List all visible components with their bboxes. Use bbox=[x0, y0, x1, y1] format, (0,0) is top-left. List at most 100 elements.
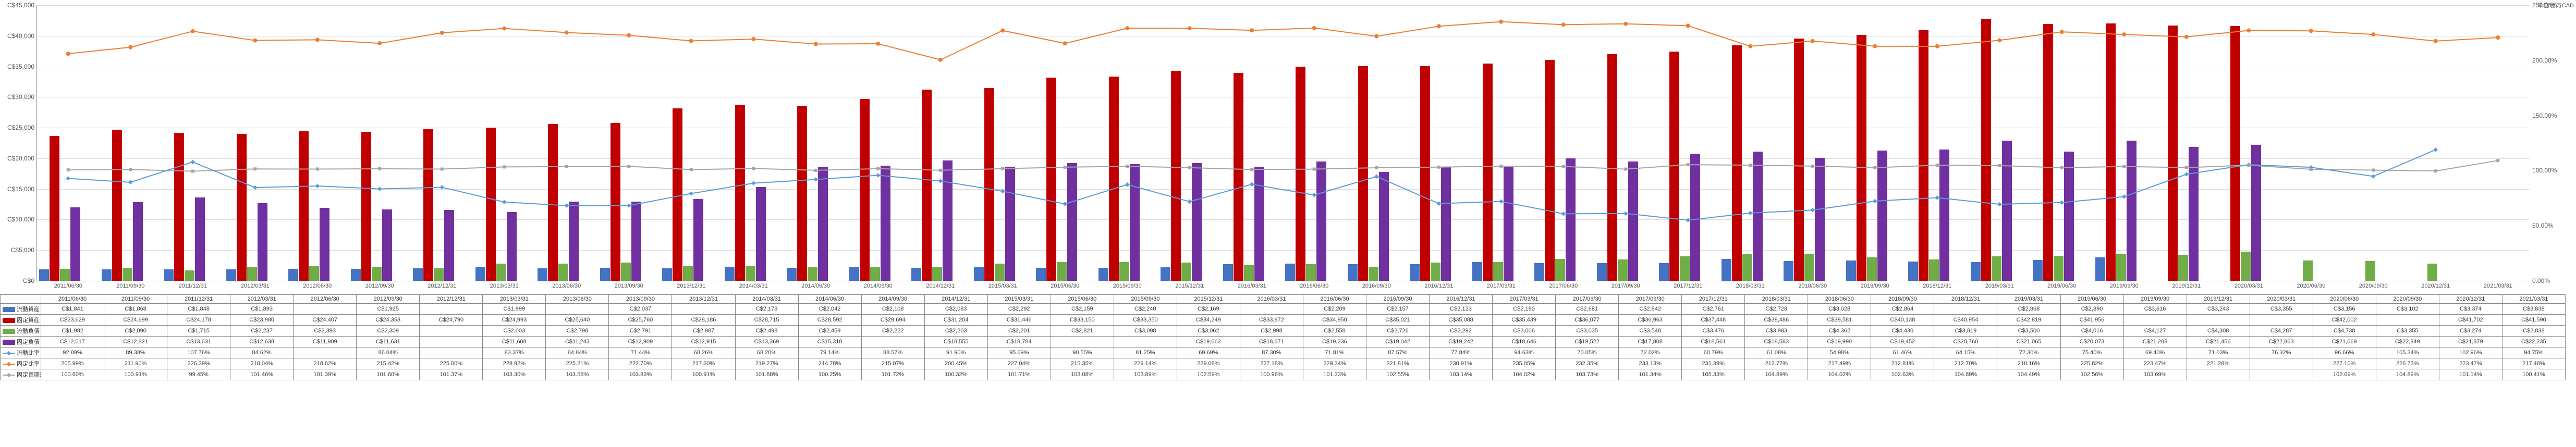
marker-流動比率 bbox=[814, 177, 818, 181]
table-cell: 230.91% bbox=[1430, 358, 1493, 369]
marker-固定比率 bbox=[502, 27, 506, 31]
marker-固定長期適合比率 bbox=[876, 167, 880, 170]
table-cell: C$15,318 bbox=[798, 337, 861, 347]
marker-流動比率 bbox=[1499, 199, 1503, 203]
marker-固定長期適合比率 bbox=[1873, 166, 1876, 169]
table-cell: C$3,374 bbox=[2439, 304, 2502, 315]
table-col-header: 2016/12/31 bbox=[1430, 295, 1493, 304]
table-cell: 100.41% bbox=[2502, 369, 2565, 380]
table-cell: 102.69% bbox=[2313, 369, 2376, 380]
marker-固定長期適合比率 bbox=[67, 168, 70, 171]
marker-流動比率 bbox=[1374, 175, 1378, 179]
table-cell bbox=[420, 304, 483, 315]
x-tick-label: 2019/09/30 bbox=[2110, 281, 2139, 289]
table-cell: C$21,069 bbox=[2313, 337, 2376, 347]
table-cell: 233.13% bbox=[1619, 358, 1682, 369]
table-cell bbox=[2187, 315, 2250, 326]
table-col-header: 2016/06/30 bbox=[1303, 295, 1366, 304]
table-cell: C$2,203 bbox=[924, 326, 987, 337]
table-cell: C$3,838 bbox=[2502, 304, 2565, 315]
table-cell: 81.25% bbox=[1114, 347, 1177, 358]
table-col-header: 2019/06/30 bbox=[2060, 295, 2123, 304]
table-cell: C$20,760 bbox=[1934, 337, 1997, 347]
table-cell: C$3,548 bbox=[1619, 326, 1682, 337]
marker-固定比率 bbox=[1250, 28, 1254, 32]
table-cell: 101.72% bbox=[861, 369, 924, 380]
table-cell: 88.57% bbox=[861, 347, 924, 358]
table-cell: C$2,190 bbox=[1493, 304, 1556, 315]
table-col-header: 2013/09/30 bbox=[609, 295, 672, 304]
table-col-header: 2012/09/30 bbox=[357, 295, 420, 304]
table-cell: 102.56% bbox=[2060, 369, 2123, 380]
table-col-header: 2018/09/30 bbox=[1871, 295, 1934, 304]
table-cell: C$19,242 bbox=[1430, 337, 1493, 347]
table-cell: 90.55% bbox=[1051, 347, 1114, 358]
marker-固定比率 bbox=[2434, 39, 2438, 43]
table-cell: 102.63% bbox=[1871, 369, 1934, 380]
table-col-header: 2013/06/30 bbox=[546, 295, 609, 304]
table-cell: 68.20% bbox=[735, 347, 798, 358]
table-cell: 215.35% bbox=[1051, 358, 1114, 369]
table-cell: C$34,249 bbox=[1177, 315, 1240, 326]
table-cell: C$18,561 bbox=[1682, 337, 1745, 347]
table-cell: C$2,890 bbox=[2060, 304, 2123, 315]
table-col-header: 2015/12/31 bbox=[1177, 295, 1240, 304]
table-cell: 70.05% bbox=[1556, 347, 1619, 358]
table-cell: 77.84% bbox=[1430, 347, 1493, 358]
marker-固定長期適合比率 bbox=[939, 169, 942, 172]
marker-固定長期適合比率 bbox=[565, 165, 568, 168]
marker-固定長期適合比率 bbox=[503, 165, 506, 168]
table-cell: 226.39% bbox=[167, 358, 230, 369]
table-cell: C$28,715 bbox=[735, 315, 798, 326]
y-left-tick: C$20,000 bbox=[3, 155, 34, 162]
table-cell bbox=[1051, 337, 1114, 347]
table-cell: C$3,274 bbox=[2439, 326, 2502, 337]
table-cell: C$41,590 bbox=[2502, 315, 2565, 326]
table-cell: 101.71% bbox=[987, 369, 1051, 380]
table-cell: C$2,178 bbox=[735, 304, 798, 315]
table-cell: C$3,062 bbox=[1177, 326, 1240, 337]
table-cell: C$2,292 bbox=[987, 304, 1051, 315]
table-cell: C$31,446 bbox=[987, 315, 1051, 326]
y-left-tick: C$35,000 bbox=[3, 63, 34, 70]
table-cell: 212.81% bbox=[1871, 358, 1934, 369]
table-cell: 103.58% bbox=[546, 369, 609, 380]
marker-固定長期適合比率 bbox=[752, 167, 755, 170]
table-cell: C$2,159 bbox=[1051, 304, 1114, 315]
table-cell: C$2,003 bbox=[483, 326, 546, 337]
table-cell: C$1,982 bbox=[41, 326, 104, 337]
marker-流動比率 bbox=[191, 160, 195, 164]
table-cell: C$20,073 bbox=[2060, 337, 2123, 347]
x-tick-label: 2016/09/30 bbox=[1362, 281, 1391, 289]
x-tick-label: 2017/12/31 bbox=[1674, 281, 1702, 289]
table-cell: 219.27% bbox=[735, 358, 798, 369]
table-cell: C$3,355 bbox=[2250, 304, 2313, 315]
table-cell: 104.89% bbox=[2376, 369, 2439, 380]
table-col-header: 2019/03/31 bbox=[1997, 295, 2060, 304]
x-tick-label: 2015/09/30 bbox=[1113, 281, 1142, 289]
x-tick-label: 2014/03/31 bbox=[739, 281, 768, 289]
marker-固定比率 bbox=[440, 31, 444, 35]
table-cell: C$36,077 bbox=[1556, 315, 1619, 326]
table-cell: C$21,288 bbox=[2123, 337, 2187, 347]
table-cell: C$35,439 bbox=[1493, 315, 1556, 326]
table-col-header: 2017/06/30 bbox=[1556, 295, 1619, 304]
x-tick-label: 2017/03/31 bbox=[1487, 281, 1516, 289]
table-cell: C$41,956 bbox=[2060, 315, 2123, 326]
marker-固定比率 bbox=[1997, 38, 2001, 42]
table-cell bbox=[672, 304, 735, 315]
table-cell: C$33,350 bbox=[1114, 315, 1177, 326]
table-cell: 229.08% bbox=[1177, 358, 1240, 369]
x-tick-label: 2020/03/31 bbox=[2235, 281, 2263, 289]
table-cell: C$11,631 bbox=[357, 337, 420, 347]
marker-固定比率 bbox=[627, 33, 631, 38]
x-tick-label: 2013/03/31 bbox=[490, 281, 519, 289]
marker-固定長期適合比率 bbox=[2247, 164, 2250, 167]
table-cell bbox=[546, 304, 609, 315]
marker-固定比率 bbox=[938, 58, 943, 62]
marker-流動比率 bbox=[1312, 193, 1316, 197]
table-cell: C$34,950 bbox=[1303, 315, 1366, 326]
table-cell: 75.40% bbox=[2060, 347, 2123, 358]
table-cell: 86.04% bbox=[357, 347, 420, 358]
table-cell: 72.30% bbox=[1997, 347, 2060, 358]
